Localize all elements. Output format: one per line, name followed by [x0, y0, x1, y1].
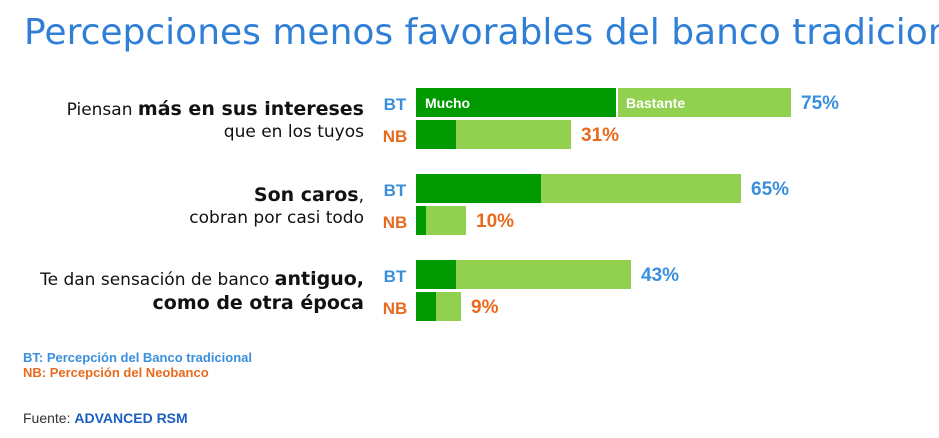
bar-total-label: 31% [581, 125, 619, 146]
bar-segment-mucho [416, 260, 456, 289]
bar-total-label: 65% [751, 179, 789, 200]
bar-total-label: 43% [641, 265, 679, 286]
label-emphasis: antiguo, [274, 268, 364, 290]
bar-segment-bastante [618, 88, 791, 117]
label-emphasis: Son caros [253, 184, 359, 206]
row-tag-nb: NB [382, 213, 408, 232]
label-text: cobran por casi todo [189, 207, 364, 228]
bar-segment-mucho [416, 120, 456, 149]
question-label-line: cobran por casi todo [4, 208, 364, 229]
segment-label-bastante: Bastante [626, 95, 685, 111]
row-tag-bt: BT [383, 181, 407, 200]
bar-total-label: 9% [471, 297, 499, 318]
question-label-caros: Son caros, cobran por casi todo [4, 184, 364, 229]
question-label-line: Son caros, [4, 184, 364, 208]
source-line: Fuente: ADVANCED RSM [23, 410, 188, 426]
row-tag-nb: NB [382, 299, 408, 318]
label-text: Te dan sensación de banco [40, 270, 275, 290]
bar-total-label: 10% [476, 211, 514, 232]
bar-segment-mucho [416, 88, 616, 117]
label-emphasis: como de otra época [152, 291, 364, 314]
row-tag-bt: BT [383, 95, 407, 114]
legend-nb: NB: Percepción del Neobanco [23, 365, 209, 380]
bar-segment-bastante [541, 174, 741, 203]
page-title: Percepciones menos favorables del banco … [24, 12, 939, 53]
bar-segment-bastante [456, 260, 631, 289]
source-brand: ADVANCED RSM [74, 410, 188, 426]
question-label-line: Piensan más en sus intereses [4, 98, 364, 122]
question-label-antiguo: Te dan sensación de banco antiguo, como d… [4, 268, 364, 316]
label-emphasis: más en sus intereses [137, 98, 364, 120]
label-text: , [358, 186, 364, 206]
bar-total-label: 75% [801, 93, 839, 114]
bar-segment-bastante [456, 120, 571, 149]
label-text: que en los tuyos [223, 121, 364, 142]
bar-segment-bastante [426, 206, 466, 235]
row-tag-nb: NB [382, 127, 408, 146]
question-label-line: que en los tuyos [4, 122, 364, 143]
label-text: Piensan [66, 100, 138, 120]
segment-label-mucho: Mucho [425, 95, 470, 111]
legend-bt: BT: Percepción del Banco tradicional [23, 350, 252, 365]
question-label-intereses: Piensan más en sus intereses que en los t… [4, 98, 364, 143]
row-tag-bt: BT [383, 267, 407, 286]
question-label-line: como de otra época [4, 292, 364, 316]
bar-segment-bastante [436, 292, 461, 321]
bar-segment-mucho [416, 206, 426, 235]
source-prefix: Fuente: [23, 410, 75, 426]
bar-segment-mucho [416, 292, 436, 321]
bar-segment-mucho [416, 174, 541, 203]
question-label-line: Te dan sensación de banco antiguo, [4, 268, 364, 292]
